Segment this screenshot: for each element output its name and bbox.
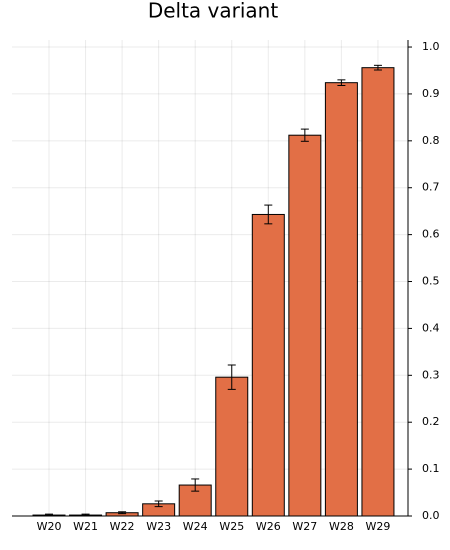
y-tick-label: 0.0 bbox=[422, 509, 440, 522]
y-tick-label: 0.1 bbox=[422, 462, 440, 475]
y-tick-label: 0.9 bbox=[422, 87, 440, 100]
y-tick-label: 0.2 bbox=[422, 415, 440, 428]
x-tick-label: W20 bbox=[37, 520, 62, 533]
y-tick-label: 0.7 bbox=[422, 181, 440, 194]
x-tick-label: W28 bbox=[329, 520, 354, 533]
chart-title: Delta variant bbox=[148, 0, 279, 23]
y-tick-label: 0.3 bbox=[422, 368, 440, 381]
y-tick-label: 1.0 bbox=[422, 40, 440, 53]
x-tick-label: W27 bbox=[292, 520, 317, 533]
x-tick-label: W26 bbox=[256, 520, 281, 533]
x-tick-label: W29 bbox=[366, 520, 391, 533]
bar bbox=[178, 484, 212, 517]
x-tick-label: W21 bbox=[73, 520, 98, 533]
y-tick-label: 0.5 bbox=[422, 275, 440, 288]
bar bbox=[288, 134, 322, 517]
x-tick-label: W23 bbox=[146, 520, 171, 533]
bar bbox=[324, 82, 358, 517]
x-tick-label: W22 bbox=[110, 520, 135, 533]
x-tick-label: W25 bbox=[219, 520, 244, 533]
y-tick-label: 0.4 bbox=[422, 321, 440, 334]
y-tick-label: 0.8 bbox=[422, 134, 440, 147]
bar bbox=[361, 67, 395, 517]
x-tick-label: W24 bbox=[183, 520, 208, 533]
bar bbox=[251, 213, 285, 517]
y-tick-label: 0.6 bbox=[422, 228, 440, 241]
bar bbox=[215, 376, 249, 517]
